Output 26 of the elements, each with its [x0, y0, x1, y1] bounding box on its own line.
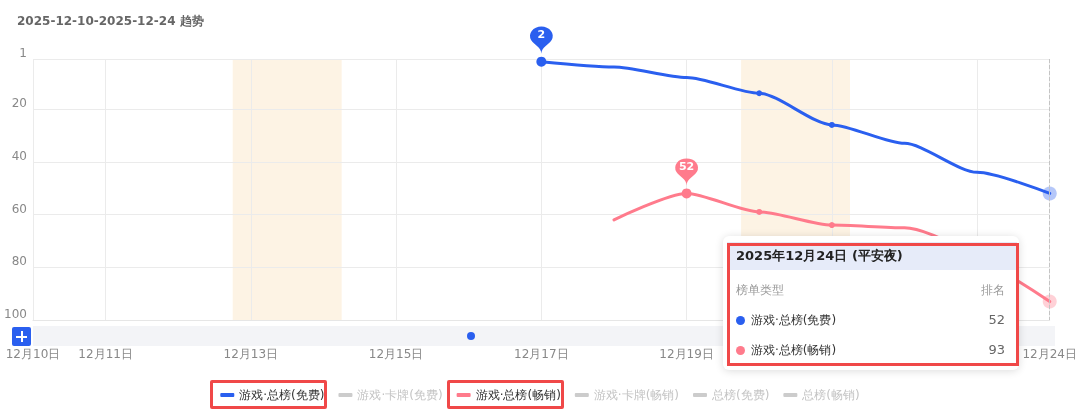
- y-tick-label: 60: [11, 201, 27, 216]
- text: 93: [988, 342, 1005, 357]
- annotation: 2025年12月24日 (平安夜): [736, 247, 903, 265]
- x-tick-label: 12月10日: [5, 347, 61, 361]
- text: 游戏·总榜(免费): [239, 388, 325, 402]
- y-tick-label: 20: [11, 96, 27, 111]
- x-tick-label: 12月13日: [223, 347, 279, 361]
- annotation: 排名: [981, 282, 1005, 298]
- annotation: 榜单类型: [736, 282, 784, 298]
- y-tick-label: 1: [19, 46, 27, 60]
- annotation: 52: [988, 312, 1005, 328]
- legend-label: 游戏·总榜(畅销): [751, 342, 837, 358]
- x-tick-label: 12月24日: [1022, 347, 1077, 361]
- x-tick-label: 12月11日: [78, 347, 133, 361]
- data-label: 52: [678, 159, 695, 173]
- y-tick-label: 80: [11, 254, 27, 269]
- y-tick-label: 40: [11, 148, 27, 163]
- legend-label: 游戏·总榜(免费): [751, 312, 837, 328]
- legend-label: 总榜(免费): [710, 388, 770, 402]
- x-tick-label: 12月19日: [659, 347, 714, 361]
- y-tick-label: 100: [4, 307, 27, 321]
- data-label: 2: [537, 27, 546, 41]
- text: 游戏·总榜(畅销): [475, 388, 561, 402]
- chart-title: 2025-12-10-2025-12-24 趋势: [17, 14, 204, 28]
- x-tick-label: 12月15日: [368, 347, 424, 361]
- x-tick-label: 12月17日: [514, 347, 569, 361]
